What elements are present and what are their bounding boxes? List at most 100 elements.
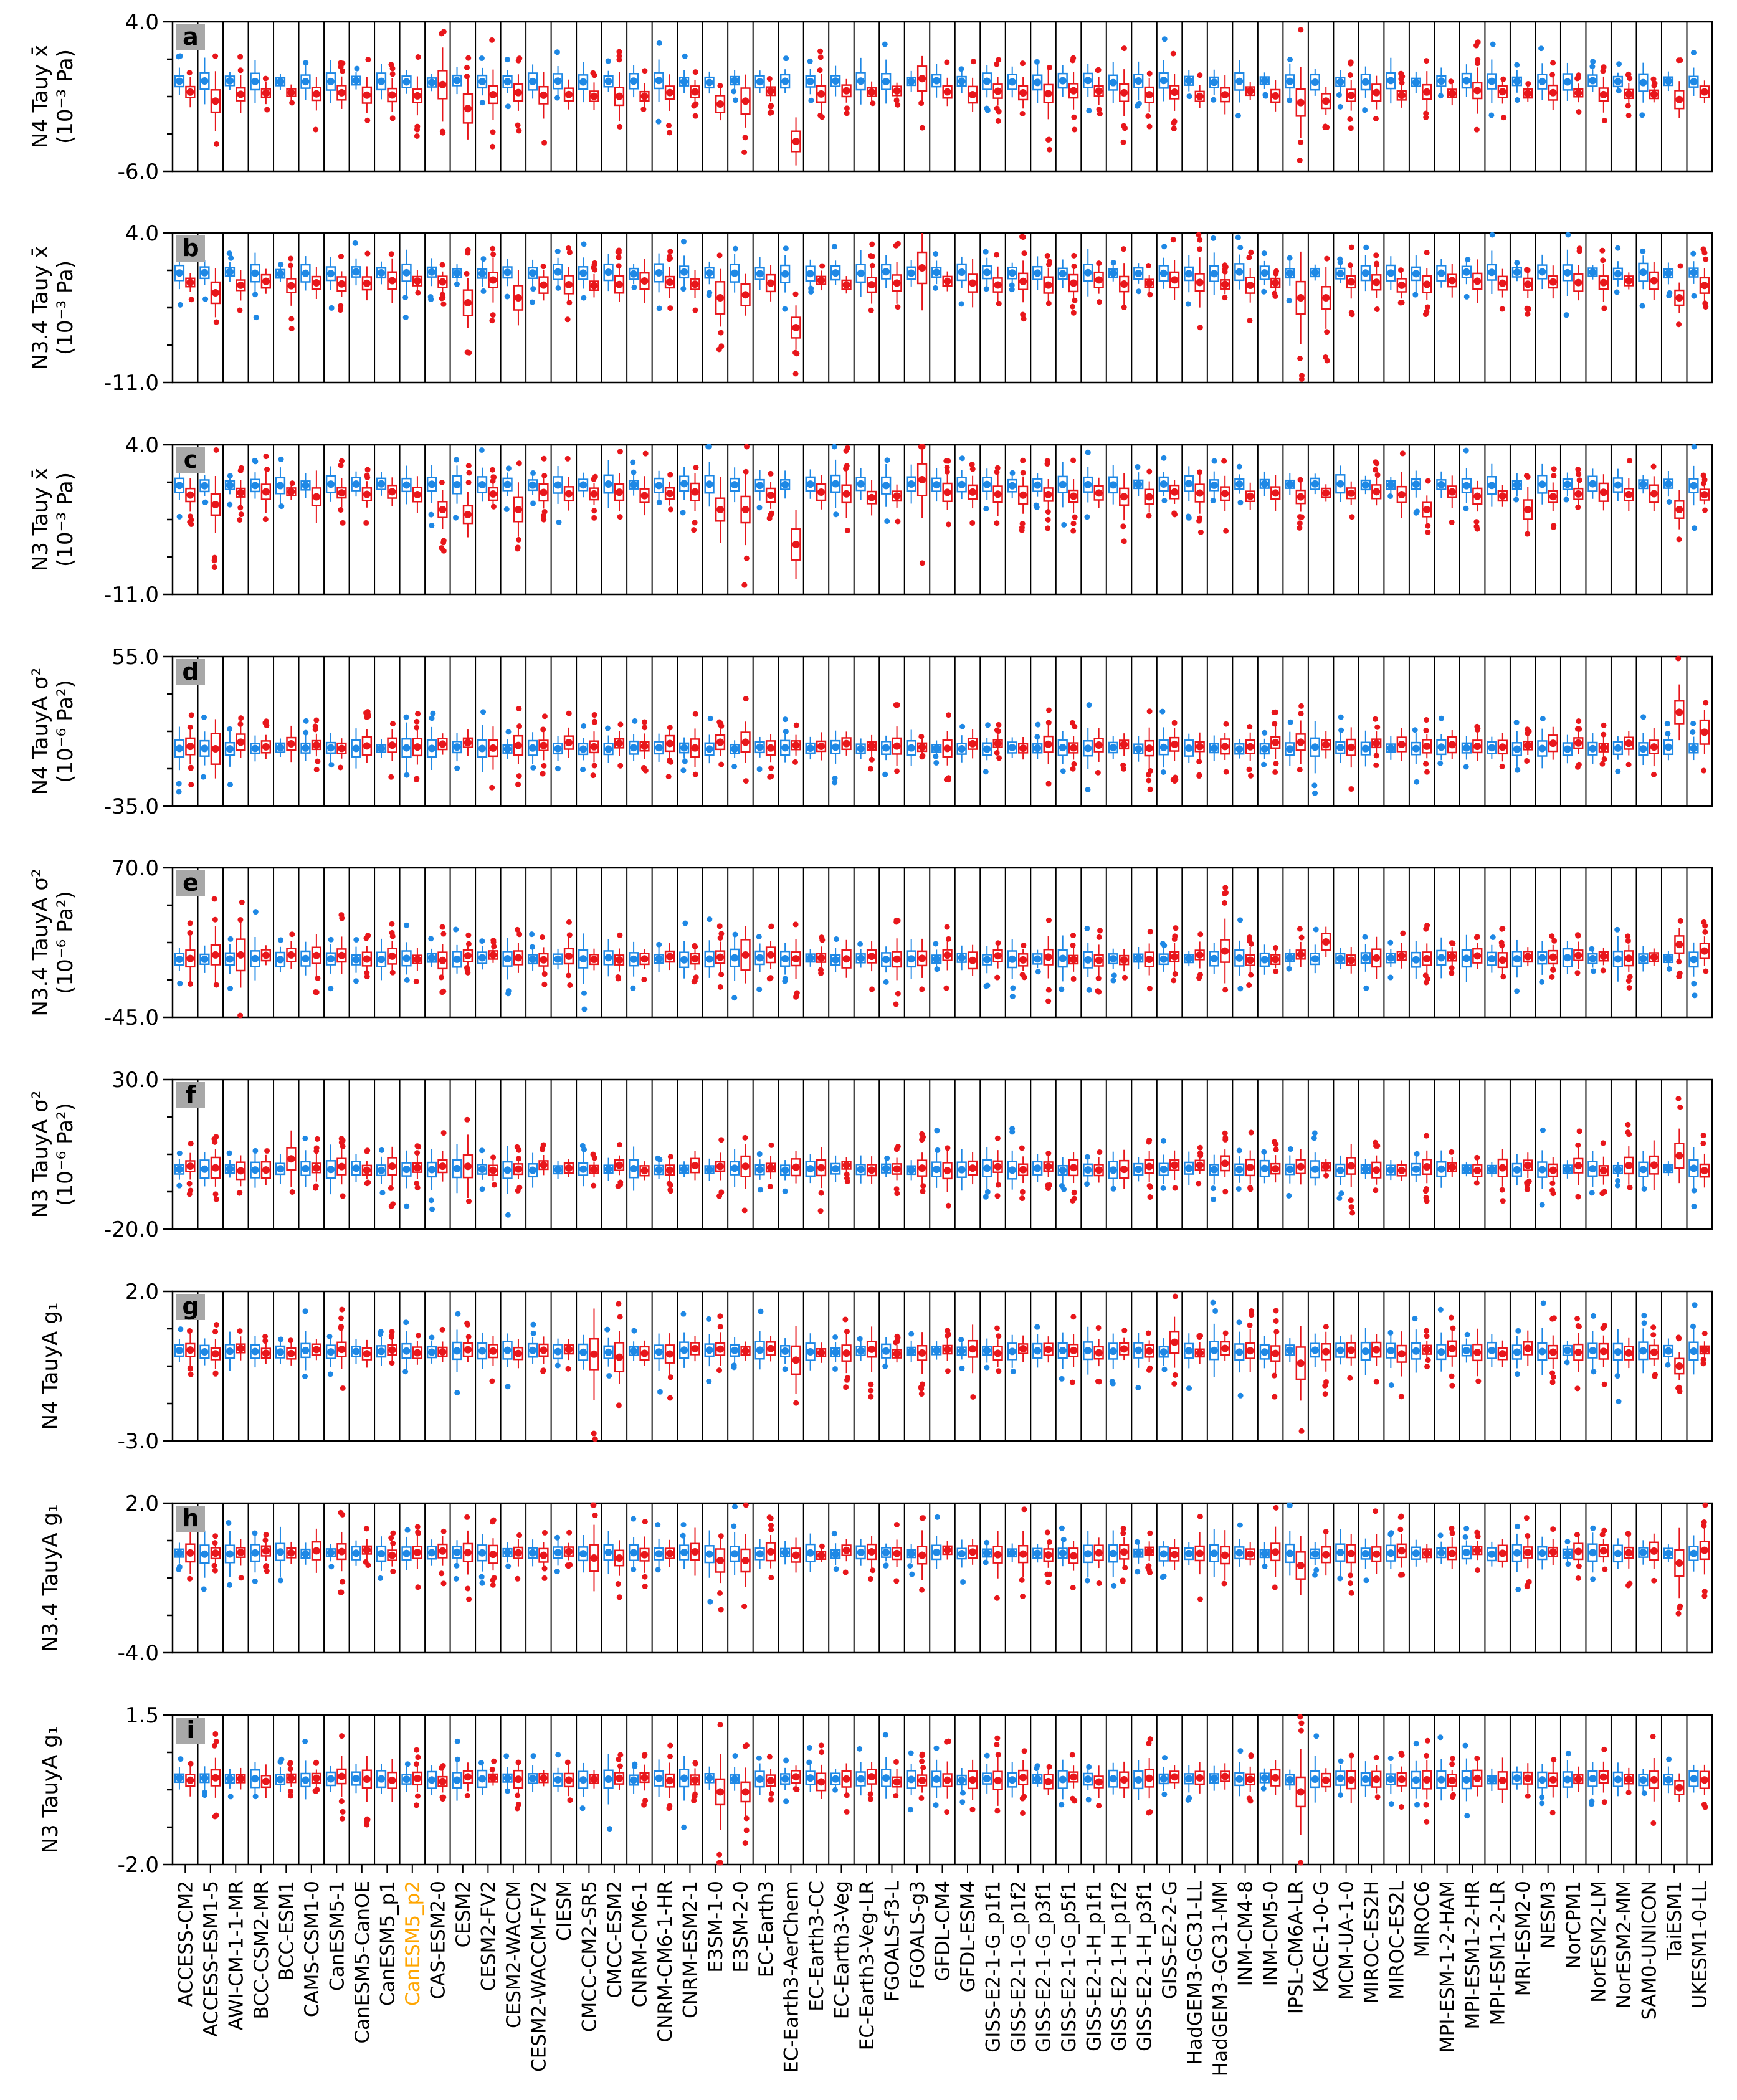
red-mean-marker: [1373, 954, 1380, 962]
red-mean-marker: [489, 744, 497, 752]
red-outlier: [414, 1143, 420, 1149]
red-outlier: [1097, 111, 1103, 116]
blue-mean-marker: [529, 1167, 536, 1174]
red-outlier: [1019, 1145, 1025, 1151]
blue-mean-marker: [327, 78, 335, 85]
red-outlier: [390, 71, 396, 77]
blue-outlier: [429, 715, 435, 721]
red-mean-marker: [1196, 93, 1204, 100]
red-mean-marker: [641, 492, 649, 500]
red-outlier: [1120, 763, 1126, 768]
red-outlier: [1525, 81, 1531, 87]
red-mean-marker: [515, 954, 522, 961]
red-outlier: [1047, 65, 1052, 70]
blue-outlier: [254, 315, 259, 320]
blue-mean-marker: [579, 955, 587, 962]
blue-mean-marker: [403, 78, 411, 86]
red-mean-marker: [868, 88, 875, 96]
blue-outlier: [530, 1322, 536, 1328]
red-outlier: [1349, 310, 1354, 315]
blue-mean-marker: [605, 78, 612, 85]
blue-mean-marker: [327, 270, 335, 277]
blue-mean-marker: [428, 480, 435, 488]
blue-mean-marker: [1488, 268, 1495, 276]
red-outlier: [819, 937, 825, 943]
blue-mean-marker: [378, 744, 385, 752]
blue-mean-marker: [352, 1164, 359, 1172]
blue-outlier: [782, 979, 788, 984]
red-mean-marker: [590, 93, 597, 100]
red-outlier: [744, 556, 750, 561]
blue-outlier: [227, 1151, 232, 1156]
blue-outlier: [680, 510, 686, 515]
blue-outlier: [1288, 1146, 1293, 1152]
red-mean-marker: [540, 1346, 547, 1354]
red-outlier: [1424, 1133, 1429, 1139]
red-outlier: [440, 539, 446, 545]
blue-mean-marker: [882, 744, 890, 752]
blue-outlier: [176, 1183, 182, 1189]
red-outlier: [1425, 530, 1430, 535]
red-outlier: [767, 976, 773, 981]
blue-mean-marker: [1538, 744, 1546, 752]
red-outlier: [591, 772, 596, 778]
blue-outlier: [1159, 709, 1165, 715]
blue-outlier: [1211, 1197, 1216, 1202]
blue-mean-marker: [1538, 954, 1546, 961]
blue-mean-marker: [857, 1166, 865, 1173]
red-mean-marker: [1473, 952, 1481, 959]
red-mean-marker: [464, 511, 472, 518]
blue-mean-marker: [807, 480, 814, 488]
blue-mean-marker: [756, 270, 764, 277]
blue-mean-marker: [1538, 268, 1546, 275]
blue-mean-marker: [1362, 78, 1369, 86]
red-outlier: [971, 59, 976, 64]
panel-frame: [173, 657, 1712, 806]
red-outlier: [515, 546, 520, 551]
blue-mean-marker: [983, 268, 991, 276]
blue-mean-marker: [554, 745, 562, 753]
red-mean-marker: [1221, 281, 1229, 288]
blue-mean-marker: [1235, 954, 1243, 962]
blue-mean-marker: [251, 1166, 259, 1174]
blue-outlier: [783, 55, 789, 61]
blue-mean-marker: [882, 268, 890, 275]
blue-mean-marker: [630, 744, 637, 751]
red-outlier: [237, 54, 243, 60]
blue-outlier: [682, 54, 688, 59]
red-mean-marker: [944, 1167, 951, 1174]
red-outlier: [1222, 885, 1228, 890]
red-mean-marker: [994, 87, 1002, 95]
red-outlier: [591, 508, 597, 513]
red-mean-marker: [1398, 92, 1406, 99]
blue-mean-marker: [428, 744, 435, 752]
blue-mean-marker: [201, 1348, 208, 1356]
red-mean-marker: [464, 105, 472, 112]
blue-mean-marker: [1311, 78, 1319, 86]
blue-mean-marker: [1009, 482, 1016, 490]
red-outlier: [1474, 1155, 1480, 1161]
red-outlier: [1121, 45, 1127, 51]
red-outlier: [489, 785, 495, 791]
blue-mean-marker: [327, 1166, 335, 1173]
red-outlier: [617, 1314, 623, 1319]
red-mean-marker: [1272, 489, 1279, 496]
red-mean-marker: [388, 741, 396, 749]
blue-outlier: [1212, 458, 1217, 464]
red-outlier: [591, 515, 597, 521]
red-mean-marker: [262, 488, 270, 496]
red-mean-marker: [1247, 956, 1254, 964]
blue-outlier: [1565, 232, 1571, 238]
red-outlier: [1070, 304, 1075, 310]
blue-mean-marker: [756, 743, 764, 751]
red-mean-marker: [464, 952, 472, 959]
red-outlier: [1374, 1143, 1380, 1149]
red-outlier: [465, 933, 471, 938]
blue-mean-marker: [1538, 78, 1546, 85]
blue-outlier: [1665, 721, 1670, 726]
red-outlier: [1071, 253, 1077, 259]
red-outlier: [1602, 118, 1607, 123]
blue-mean-marker: [454, 743, 461, 751]
red-mean-marker: [363, 92, 371, 99]
red-outlier: [540, 771, 546, 777]
